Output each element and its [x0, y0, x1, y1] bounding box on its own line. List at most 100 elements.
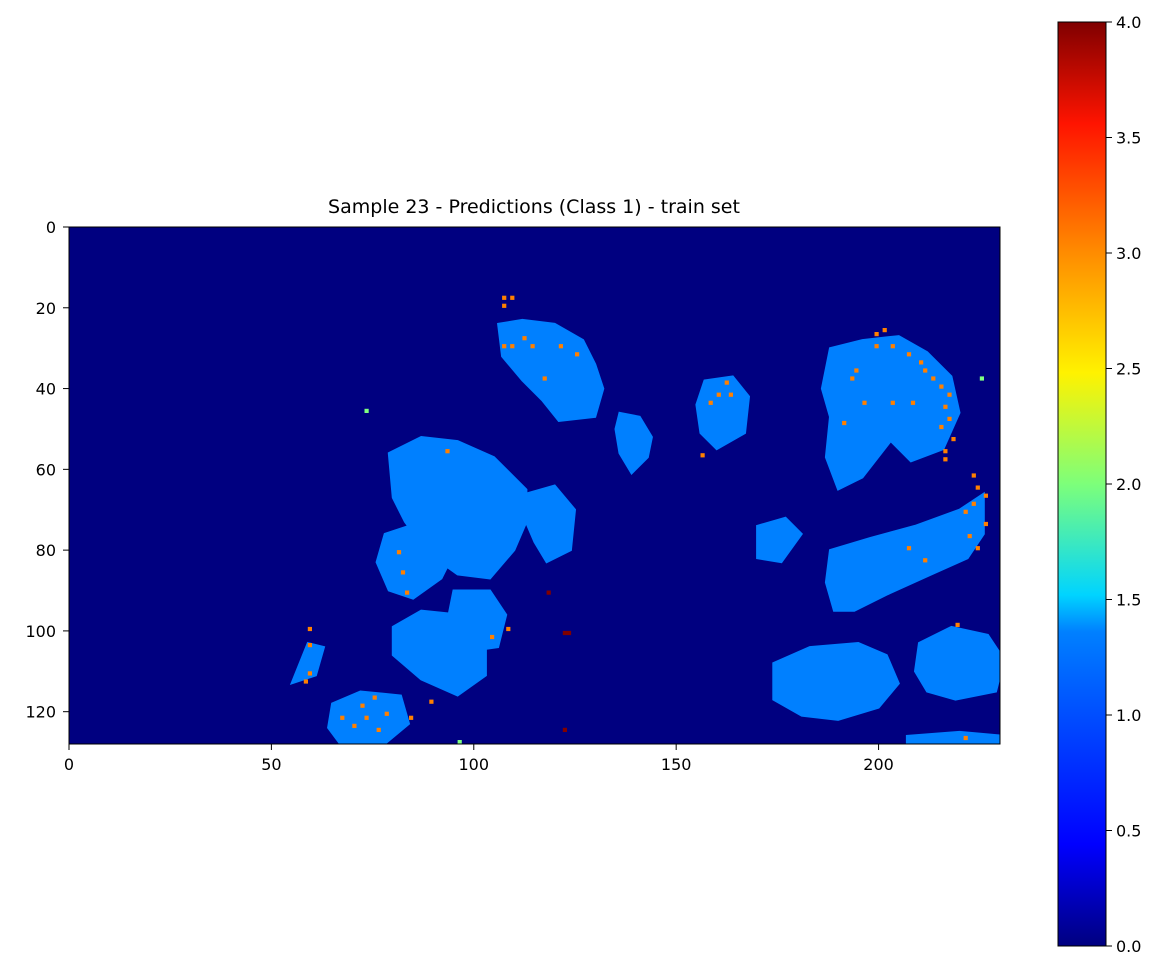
prediction-region [614, 411, 653, 476]
class-4-pixel [566, 630, 572, 636]
class-3-pixel [502, 295, 507, 300]
class-3-pixel [700, 453, 705, 458]
class-3-pixel [963, 735, 968, 741]
colorbar-axis: 0.0 0.5 1.0 1.5 2.0 2.5 3.0 3.5 4.0 [1106, 13, 1141, 956]
class-2-pixel [457, 740, 462, 744]
class-3-pixel [943, 449, 948, 454]
class-3-pixel [854, 368, 859, 373]
class-3-pixel [716, 392, 721, 397]
class-3-pixel [360, 703, 365, 708]
x-tick-label: 0 [64, 755, 74, 774]
colorbar-tick-label: 3.5 [1116, 129, 1141, 148]
class-3-pixel [364, 715, 369, 720]
prediction-region [824, 491, 985, 612]
class-3-pixel [850, 376, 855, 381]
class-3-pixel [963, 509, 968, 514]
plot-frame [68, 226, 1001, 745]
y-tick-label: 60 [36, 460, 56, 479]
prediction-region [289, 641, 326, 686]
colorbar-tick-label: 1.0 [1116, 706, 1141, 725]
class-3-pixel [352, 723, 357, 728]
prediction-region [820, 335, 961, 491]
colorbar-tick-label: 0.0 [1116, 937, 1141, 956]
y-axis: 0 20 40 60 80 100 120 [25, 218, 69, 722]
class-3-pixel [307, 671, 312, 676]
class-3-pixel [975, 546, 980, 551]
y-tick-label: 40 [36, 380, 56, 399]
class-3-pixel [971, 501, 976, 506]
colorbar-tick-label: 2.5 [1116, 360, 1141, 379]
class-3-pixel [890, 400, 895, 405]
y-tick-label: 120 [25, 703, 56, 722]
colorbar: 0.0 0.5 1.0 1.5 2.0 2.5 3.0 3.5 4.0 [1057, 13, 1141, 956]
class-3-pixel [372, 695, 377, 700]
class-3-pixel [955, 622, 960, 627]
class-3-pixel [923, 558, 928, 563]
colorbar-tick-label: 0.5 [1116, 822, 1141, 841]
class-3-pixel [943, 404, 948, 409]
prediction-region [521, 484, 577, 564]
class-3-pixel [502, 344, 507, 349]
class-3-pixel [303, 679, 308, 684]
chart-title: Sample 23 - Predictions (Class 1) - trai… [328, 196, 740, 218]
class-3-pixel [967, 534, 972, 539]
class-3-pixel [530, 344, 535, 349]
class-3-pixel [882, 328, 887, 333]
colorbar-tick-label: 3.0 [1116, 244, 1141, 263]
class-4-pixel [546, 590, 551, 595]
class-3-pixel [983, 493, 988, 498]
class-3-pixel [575, 352, 580, 357]
class-3-pixel [906, 352, 912, 357]
class-3-pixel [939, 424, 944, 430]
x-axis: 0 50 100 150 200 [64, 744, 894, 774]
class-3-pixel [862, 400, 867, 405]
x-tick-label: 100 [459, 755, 490, 774]
class-3-pixel [340, 715, 345, 720]
colorbar-tick-label: 4.0 [1116, 13, 1141, 32]
class-3-pixel [947, 416, 952, 421]
class-3-pixel [724, 380, 729, 385]
class-3-pixel [445, 449, 450, 454]
prediction-region [772, 641, 900, 721]
class-4-pixel [562, 630, 567, 636]
class-3-pixel [510, 295, 515, 300]
class-3-pixel [890, 344, 895, 349]
class-3-pixel [874, 332, 879, 337]
class-3-pixel [384, 711, 389, 716]
class-3-pixel [708, 400, 713, 405]
class-3-pixel [522, 336, 527, 341]
class-3-pixel [409, 715, 414, 720]
class-2-pixel [364, 408, 369, 413]
class-3-pixel [919, 360, 924, 365]
prediction-region [375, 524, 455, 600]
class-3-pixel [506, 626, 511, 632]
y-tick-label: 20 [36, 299, 56, 318]
prediction-region [496, 318, 605, 422]
y-tick-label: 100 [25, 622, 56, 641]
class-3-pixel [307, 626, 312, 632]
class-3-pixel [558, 344, 563, 349]
class-3-pixel [510, 344, 515, 349]
class-3-pixel [975, 485, 980, 490]
prediction-region [913, 625, 1000, 701]
class-3-pixel [542, 376, 547, 381]
class-3-pixel [307, 643, 312, 648]
class-3-pixel [842, 420, 847, 426]
plot-area [69, 227, 1000, 744]
class-3-pixel [983, 521, 988, 527]
y-tick-label: 80 [36, 541, 56, 560]
class-3-pixel [906, 546, 912, 551]
colorbar-tick-label: 2.0 [1116, 475, 1141, 494]
prediction-region [905, 730, 1000, 744]
class-3-pixel [947, 392, 952, 397]
class-4-pixel [562, 727, 567, 732]
class-3-pixel [728, 392, 733, 397]
class-3-pixel [943, 457, 948, 462]
colorbar-gradient [1057, 21, 1107, 947]
class-3-pixel [951, 437, 956, 442]
prediction-region [391, 609, 487, 697]
x-tick-label: 50 [261, 755, 281, 774]
class-2-pixel [979, 376, 984, 381]
class-3-pixel [400, 570, 406, 575]
